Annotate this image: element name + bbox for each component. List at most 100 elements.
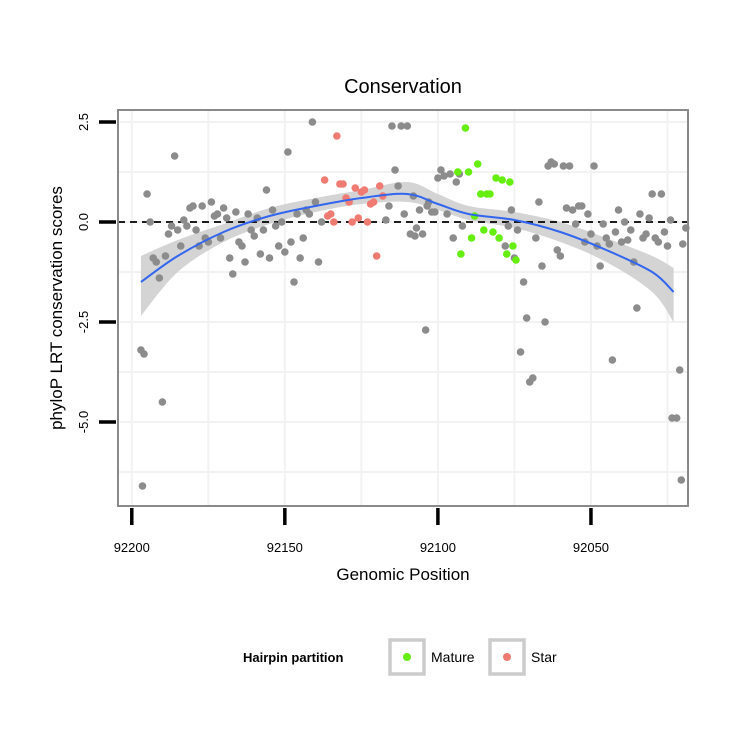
point-other	[241, 258, 249, 266]
point-mature	[498, 176, 506, 184]
point-other	[155, 274, 164, 282]
point-star	[375, 182, 384, 190]
point-other	[161, 252, 170, 260]
point-other	[571, 220, 580, 228]
point-other	[657, 190, 666, 198]
point-other	[314, 258, 323, 266]
point-star	[360, 186, 369, 194]
point-star	[330, 218, 338, 226]
point-other	[541, 318, 549, 326]
point-other	[559, 162, 568, 170]
smooth-line	[140, 192, 675, 293]
point-other	[522, 314, 531, 322]
point-other	[666, 216, 675, 224]
point-other	[143, 190, 151, 198]
point-other	[250, 232, 259, 240]
point-other	[516, 348, 525, 356]
point-star	[339, 180, 347, 188]
point-other	[654, 238, 663, 246]
point-other	[535, 198, 543, 206]
point-other	[164, 230, 173, 238]
point-star	[326, 210, 335, 218]
point-other	[207, 198, 216, 206]
point-star	[351, 184, 360, 192]
point-other	[440, 172, 448, 180]
point-other	[431, 208, 439, 216]
legend-entry-mature: Mature	[388, 638, 475, 676]
point-other	[565, 162, 574, 170]
point-mature	[480, 226, 488, 234]
point-other	[675, 366, 684, 374]
point-other	[299, 234, 308, 242]
point-other	[296, 254, 304, 262]
plot-panel-border	[117, 109, 689, 507]
point-mature	[473, 160, 482, 168]
point-mature	[464, 168, 473, 176]
point-other	[577, 202, 586, 210]
point-other	[642, 230, 650, 238]
point-other	[504, 222, 513, 230]
legend-entry-star: Star	[488, 638, 557, 676]
point-other	[403, 122, 412, 130]
point-other	[281, 248, 289, 256]
point-other	[271, 222, 280, 230]
point-other	[596, 262, 604, 270]
point-other	[167, 222, 176, 230]
point-other	[587, 230, 595, 238]
point-other	[415, 206, 424, 214]
point-other	[183, 222, 191, 230]
legend-key-dot	[403, 653, 411, 661]
point-other	[614, 206, 623, 214]
point-other	[308, 118, 317, 126]
point-mature	[476, 190, 485, 198]
y-tick-label: -5.0	[76, 411, 91, 433]
point-other	[678, 240, 687, 248]
point-other	[382, 216, 390, 224]
point-other	[636, 210, 644, 218]
point-other	[138, 482, 147, 490]
point-other	[180, 216, 188, 224]
point-other	[189, 202, 197, 210]
point-other	[611, 228, 620, 236]
point-other	[238, 242, 246, 250]
point-star	[348, 218, 356, 226]
point-other	[663, 242, 672, 250]
point-other	[550, 160, 559, 168]
point-other	[152, 258, 161, 266]
point-mature	[461, 124, 470, 132]
legend-label: Star	[531, 649, 557, 665]
x-tick-label: 92150	[267, 540, 303, 555]
point-star	[354, 214, 363, 222]
point-mature	[457, 250, 465, 258]
point-other	[158, 398, 167, 406]
point-other	[418, 230, 427, 238]
point-other	[449, 234, 458, 242]
point-mature	[502, 250, 511, 258]
point-other	[400, 210, 409, 218]
point-other	[412, 224, 421, 232]
point-star	[372, 252, 381, 260]
y-tick-label: 2.5	[76, 113, 91, 131]
point-other	[391, 166, 399, 174]
point-other	[584, 210, 592, 218]
legend-label: Mature	[431, 649, 475, 665]
ribbon-band	[140, 181, 674, 322]
point-other	[648, 190, 656, 198]
point-mature	[506, 178, 514, 186]
chart-title: Conservation	[344, 76, 462, 98]
point-other	[198, 202, 206, 210]
point-other	[290, 278, 298, 286]
point-other	[265, 254, 274, 262]
point-mature	[486, 190, 494, 198]
point-other	[274, 242, 283, 250]
point-other	[443, 210, 451, 218]
point-other	[556, 252, 565, 260]
point-other	[146, 218, 154, 226]
point-other	[519, 278, 528, 286]
point-mature	[467, 234, 476, 242]
point-star	[369, 198, 378, 206]
point-other	[284, 148, 292, 156]
point-other	[568, 206, 577, 214]
point-other	[176, 242, 185, 250]
